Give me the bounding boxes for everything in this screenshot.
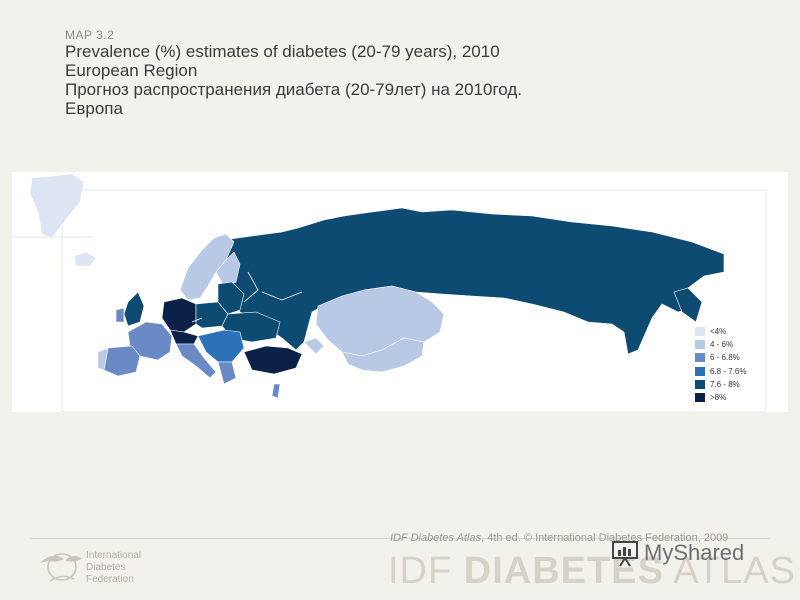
- region-russia-far-east: [673, 287, 703, 323]
- footer-credit: IDF Diabetes Atlas, 4th ed. © Internatio…: [390, 532, 728, 544]
- legend-label: >8%: [710, 393, 727, 403]
- legend-item: 7.6 - 8%: [695, 378, 746, 391]
- legend-label: <4%: [710, 327, 727, 337]
- region-greece: [217, 361, 237, 385]
- legend-swatch: [695, 366, 705, 376]
- title-line-1: Prevalence (%) estimates of diabetes (20…: [65, 42, 500, 61]
- footer-divider: [30, 538, 770, 539]
- title-line-4: Европа: [65, 99, 123, 118]
- choropleth-map: <4% 4 - 6% 6 - 6.8% 6.8 - 7.6% 7.6 - 8% …: [12, 172, 788, 412]
- region-united-kingdom: [123, 291, 145, 327]
- legend-item: >8%: [695, 391, 746, 404]
- legend-item: 6 - 6.8%: [695, 351, 746, 364]
- map-title: Prevalence (%) estimates of diabetes (20…: [65, 42, 765, 118]
- title-line-3: Прогноз распространения диабета (20-79ле…: [65, 80, 523, 99]
- map-canvas: [12, 173, 767, 412]
- map-borders: [191, 271, 303, 323]
- watermark: MyShared: [610, 538, 744, 568]
- region-eastern-med: [271, 383, 281, 399]
- watermark-text: MyShared: [644, 540, 745, 565]
- region-baltics-belarus: [217, 281, 245, 315]
- region-greenland: [29, 173, 85, 239]
- brand-suffix: ATLAS: [663, 550, 796, 592]
- legend-swatch: [695, 379, 705, 389]
- legend-item: <4%: [695, 325, 746, 338]
- region-kazakhstan: [315, 285, 445, 357]
- legend-label: 6.8 - 7.6%: [710, 366, 747, 376]
- region-caucasus: [303, 337, 325, 355]
- legend-label: 4 - 6%: [710, 340, 734, 350]
- legend-swatch: [695, 393, 705, 403]
- region-portugal: [97, 347, 109, 371]
- legend-item: 4 - 6%: [695, 338, 746, 351]
- legend-swatch: [695, 353, 705, 363]
- region-germany: [161, 297, 197, 333]
- org-line-2: Diabetes: [86, 562, 126, 573]
- legend-swatch: [695, 327, 705, 337]
- idf-org-name: International Diabetes Federation: [86, 550, 166, 586]
- credit-source: IDF Diabetes Atlas: [390, 532, 482, 544]
- region-scandinavia: [179, 233, 235, 301]
- region-italy: [175, 343, 217, 379]
- legend-swatch: [695, 340, 705, 350]
- legend-item: 6.8 - 7.6%: [695, 365, 746, 378]
- region-balkans: [197, 329, 245, 363]
- brand-wordmark: IDF DIABETES ATLAS: [388, 550, 796, 593]
- region-turkey: [243, 345, 303, 375]
- region-iberia: [103, 345, 141, 377]
- org-line-1: International: [86, 550, 142, 561]
- region-russia: [221, 207, 725, 355]
- region-central-asia: [341, 337, 425, 373]
- legend-label: 6 - 6.8%: [710, 353, 740, 363]
- title-line-2: European Region: [65, 61, 198, 80]
- presentation-board-icon: [612, 541, 638, 567]
- legend-label: 7.6 - 8%: [710, 379, 740, 389]
- region-iceland: [73, 251, 97, 267]
- credit-rest: , 4th ed. © International Diabetes Feder…: [481, 532, 729, 544]
- map-label: MAP 3.2: [65, 28, 115, 42]
- org-line-3: Federation: [86, 574, 134, 585]
- region-alps: [169, 329, 199, 345]
- brand-prefix: IDF: [388, 550, 464, 592]
- map-legend: <4% 4 - 6% 6 - 6.8% 6.8 - 7.6% 7.6 - 8% …: [695, 325, 746, 404]
- region-ireland: [115, 307, 125, 323]
- idf-logo-icon: [40, 553, 82, 582]
